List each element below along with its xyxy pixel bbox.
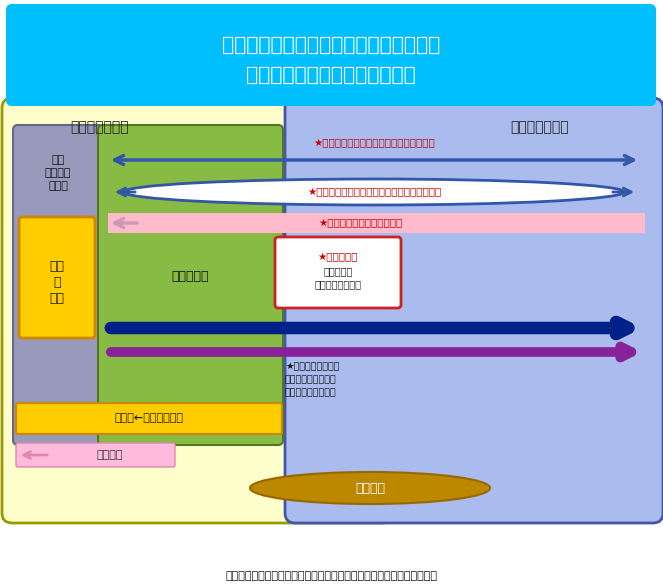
Text: 運用　←　研究・開発: 運用 ← 研究・開発 [115,413,184,423]
Text: ★データ提供: ★データ提供 [318,252,358,262]
Text: ★相互にメリットのある研究課題の創出・創発: ★相互にメリットのある研究課題の創出・創発 [307,187,441,197]
FancyBboxPatch shape [16,403,282,434]
FancyBboxPatch shape [2,98,392,523]
Text: 平成２９年７月２０日の第１回数値予報モデル開発懇談会資料から抜粋: 平成２９年７月２０日の第１回数値予報モデル開発懇談会資料から抜粋 [225,571,437,581]
Text: と: と [53,276,61,289]
Text: 気象庁（本庁）: 気象庁（本庁） [71,120,129,134]
Text: ★モデル公開（貸与: ★モデル公開（貸与 [285,362,339,371]
FancyBboxPatch shape [285,98,663,523]
Text: 大学等研究機関: 大学等研究機関 [511,120,570,134]
Text: 現業: 現業 [51,155,64,165]
FancyBboxPatch shape [98,125,283,445]
Text: 気象研究所: 気象研究所 [171,270,209,283]
Text: ★研究成果の知見の提供促進: ★研究成果の知見の提供促進 [318,218,402,228]
FancyBboxPatch shape [275,237,401,308]
Text: モデル: モデル [48,181,68,191]
Text: 運用: 運用 [50,292,64,305]
Text: 気象庁が推進する数値予報モデル開発に: 気象庁が推進する数値予報モデル開発に [222,35,440,55]
Ellipse shape [250,472,490,504]
Text: コンソーシアム）: コンソーシアム） [314,279,361,289]
FancyBboxPatch shape [19,217,95,338]
Text: 研究成果: 研究成果 [97,450,123,460]
Text: 開発: 開発 [50,260,64,273]
FancyBboxPatch shape [108,213,645,233]
Text: （数値予報研究開発: （数値予報研究開発 [285,375,337,384]
Ellipse shape [124,179,624,205]
Text: プラットフォーム）: プラットフォーム） [285,388,337,397]
FancyBboxPatch shape [16,443,175,467]
Text: 数値予報: 数値予報 [44,168,71,178]
FancyBboxPatch shape [6,4,656,106]
Text: （気象研究: （気象研究 [324,266,353,276]
Text: おける大学等研究機関との連携: おける大学等研究機関との連携 [246,65,416,85]
Text: 共同研究: 共同研究 [355,482,385,495]
Text: ★定常的な意見交換の促進・信頼関係強化: ★定常的な意見交換の促進・信頼関係強化 [313,138,435,148]
FancyBboxPatch shape [13,125,103,445]
